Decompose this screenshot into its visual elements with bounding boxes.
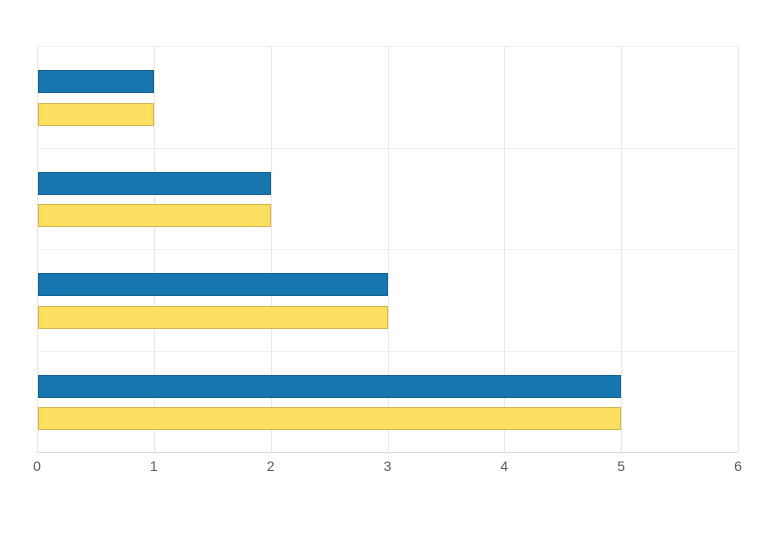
- bar-yellow-group-3: [38, 305, 388, 329]
- bar-yellow-group-4: [38, 407, 622, 430]
- grid-line-vertical: [738, 46, 739, 452]
- x-axis-tick-label: 3: [383, 458, 392, 474]
- x-axis-tick-label: 5: [617, 458, 626, 474]
- x-axis-tick-label: 0: [33, 458, 41, 474]
- grid-line-vertical: [504, 46, 506, 452]
- x-axis-line: [37, 452, 738, 453]
- grid-line-vertical: [270, 46, 272, 452]
- bar-yellow-group-2: [38, 204, 271, 227]
- grid-line-vertical: [37, 46, 38, 452]
- grid-line-vertical: [153, 46, 155, 452]
- x-axis-tick-label: 2: [266, 458, 275, 474]
- plot-area: [37, 46, 739, 453]
- x-axis-tick-label: 4: [500, 458, 509, 474]
- bar-blue-group-3: [38, 273, 388, 296]
- x-axis-tick-label: 1: [149, 458, 158, 474]
- grid-line-vertical: [387, 46, 389, 452]
- bar-blue-group-4: [38, 374, 622, 398]
- grid-line-vertical: [621, 46, 623, 452]
- bar-blue-group-2: [38, 171, 271, 195]
- x-axis-tick-label: 6: [734, 458, 742, 474]
- bar-yellow-group-1: [38, 102, 154, 126]
- bar-blue-group-1: [38, 70, 154, 93]
